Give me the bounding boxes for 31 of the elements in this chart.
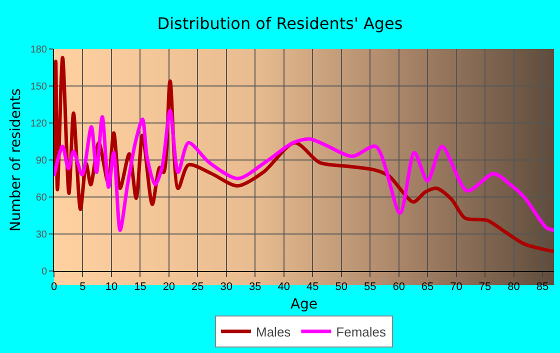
x-tick-label: 25 <box>192 281 204 294</box>
legend-label: Males <box>256 324 292 340</box>
y-tick-label: 0 <box>41 266 48 278</box>
y-tick-label: 180 <box>30 44 48 56</box>
x-tick-label: 0 <box>50 281 58 294</box>
x-tick-label: 80 <box>508 281 520 294</box>
x-tick-label: 20 <box>162 281 176 294</box>
x-tick-label: 50 <box>335 281 348 294</box>
x-tick-label: 60 <box>392 281 405 294</box>
y-tick-label: 150 <box>30 82 48 92</box>
x-tick-label: 75 <box>478 281 492 294</box>
x-tick-label: 45 <box>306 281 319 294</box>
y-axis-title: Number of residents <box>8 88 24 232</box>
x-tick-label: 10 <box>105 281 118 294</box>
x-tick-label: 70 <box>450 281 462 294</box>
legend-label: Females <box>336 324 387 340</box>
x-tick-label: 85 <box>536 281 549 294</box>
y-tick-label: 60 <box>36 192 48 204</box>
chart-title: Distribution of Residents' Ages <box>157 14 403 33</box>
x-tick-label: 5 <box>80 281 86 294</box>
x-tick-label: 15 <box>134 281 146 294</box>
y-tick-label: 120 <box>30 118 48 130</box>
x-tick-label: 55 <box>364 281 376 294</box>
y-tick-label: 90 <box>36 156 48 166</box>
x-tick-label: 40 <box>278 281 290 294</box>
x-axis-title: Age <box>290 296 318 312</box>
line-series <box>54 108 554 232</box>
x-tick-label: 65 <box>421 281 434 294</box>
x-tick-label: 35 <box>249 281 262 294</box>
x-tick-label: 30 <box>220 281 233 294</box>
y-tick-label: 30 <box>36 230 48 240</box>
